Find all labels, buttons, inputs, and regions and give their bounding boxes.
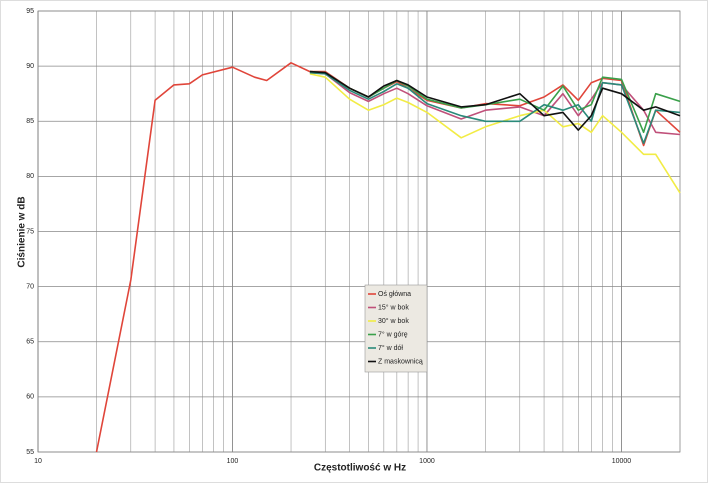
x-tick-label: 100 xyxy=(227,458,239,465)
y-tick-label: 90 xyxy=(26,63,34,70)
y-tick-label: 65 xyxy=(26,339,34,346)
y-tick-label: 80 xyxy=(26,173,34,180)
legend-label: Z maskownicą xyxy=(378,358,423,365)
legend-label: Oś główna xyxy=(378,291,411,298)
series-line xyxy=(309,70,681,131)
legend-label: 15° w bok xyxy=(378,303,409,311)
legend: Oś główna 15° w bok 30° w bok 7° w górę 7° w… xyxy=(364,284,428,373)
y-tick-label: 85 xyxy=(26,118,34,125)
legend-box xyxy=(364,284,428,373)
x-tick-label: 10000 xyxy=(612,458,632,465)
legend-label: 7° w dół xyxy=(378,344,403,352)
y-tick-label: 55 xyxy=(26,449,34,456)
y-axis-title: Ciśnienie w dB xyxy=(17,196,28,267)
y-tick-label: 60 xyxy=(26,394,34,401)
y-tick-label: 75 xyxy=(26,228,34,235)
y-tick-label: 70 xyxy=(26,283,34,290)
x-tick-label: 1000 xyxy=(419,458,435,465)
series-line xyxy=(309,71,681,145)
legend-label: 30° w bok xyxy=(378,317,409,325)
x-axis-title: Częstotliwość w Hz xyxy=(314,463,406,474)
x-tick-label: 10 xyxy=(34,458,42,465)
legend-label: 7° w górę xyxy=(378,330,408,338)
y-tick-label: 95 xyxy=(26,8,34,15)
